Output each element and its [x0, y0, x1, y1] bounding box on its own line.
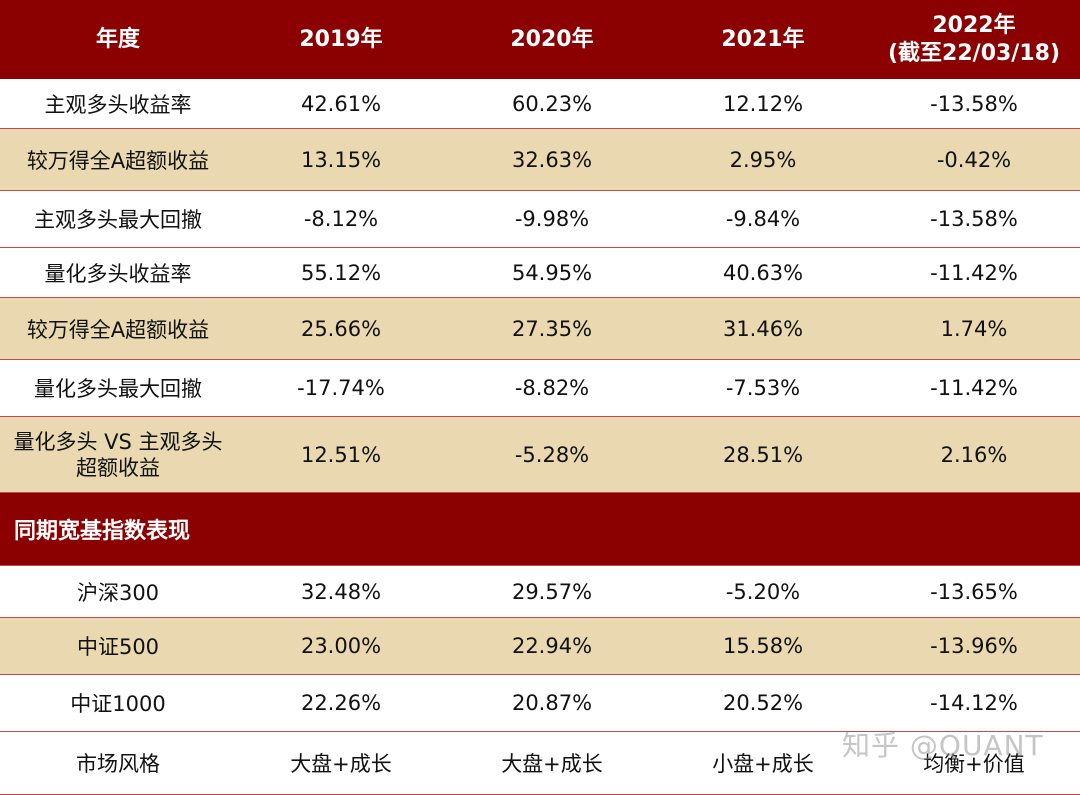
cell-2022: 1.74% [868, 297, 1080, 360]
cell-2021: 20.52% [658, 674, 868, 732]
table-row: 市场风格 大盘+成长 大盘+成长 小盘+成长 均衡+价值 [0, 731, 1080, 795]
header-2022-line1: 2022年 [932, 12, 1016, 38]
cell-2022: -0.42% [868, 128, 1080, 191]
cell-2021: 15.58% [658, 617, 868, 675]
cell-2019: 22.26% [236, 674, 446, 732]
row-label-line2: 超额收益 [76, 455, 160, 480]
cell-2020: -8.82% [446, 359, 658, 417]
section-title: 同期宽基指数表现 [0, 492, 1080, 566]
cell-2019: 23.00% [236, 617, 446, 675]
cell-2021: -5.20% [658, 565, 868, 618]
header-2022: 2022年 (截至22/03/18) [868, 0, 1080, 79]
cell-2019: 12.51% [236, 416, 446, 493]
table-row: 主观多头最大回撤 -8.12% -9.98% -9.84% -13.58% [0, 190, 1080, 248]
cell-2020: -5.28% [446, 416, 658, 493]
header-2021: 2021年 [658, 0, 868, 79]
cell-2020: 54.95% [446, 247, 658, 298]
cell-2020: 60.23% [446, 79, 658, 129]
row-label: 市场风格 [0, 731, 236, 795]
row-label-line1: 量化多头 VS 主观多头 [13, 429, 223, 454]
cell-2022: -11.42% [868, 247, 1080, 298]
cell-2022: -13.58% [868, 190, 1080, 248]
row-label: 量化多头收益率 [0, 247, 236, 298]
cell-2021: 40.63% [658, 247, 868, 298]
cell-2021: 31.46% [658, 297, 868, 360]
table-row: 中证1000 22.26% 20.87% 20.52% -14.12% [0, 674, 1080, 732]
header-2022-line2: (截至22/03/18) [887, 40, 1061, 66]
cell-2022: -13.58% [868, 79, 1080, 129]
cell-2020: 29.57% [446, 565, 658, 618]
cell-2020: -9.98% [446, 190, 658, 248]
header-row: 年度 2019年 2020年 2021年 2022年 (截至22/03/18) [0, 0, 1080, 79]
table-row: 主观多头收益率 42.61% 60.23% 12.12% -13.58% [0, 79, 1080, 129]
table-row: 较万得全A超额收益 25.66% 27.35% 31.46% 1.74% [0, 297, 1080, 360]
cell-2020: 27.35% [446, 297, 658, 360]
cell-2020: 32.63% [446, 128, 658, 191]
cell-2019: 32.48% [236, 565, 446, 618]
row-label: 中证500 [0, 617, 236, 675]
row-label: 中证1000 [0, 674, 236, 732]
cell-2021: -9.84% [658, 190, 868, 248]
cell-2019: 大盘+成长 [236, 731, 446, 795]
section-row: 同期宽基指数表现 [0, 492, 1080, 566]
cell-2022: -11.42% [868, 359, 1080, 417]
cell-2022: -14.12% [868, 674, 1080, 732]
cell-2022: -13.65% [868, 565, 1080, 618]
cell-2021: 小盘+成长 [658, 731, 868, 795]
cell-2021: 2.95% [658, 128, 868, 191]
cell-2019: 25.66% [236, 297, 446, 360]
row-label: 量化多头 VS 主观多头 超额收益 [0, 416, 236, 493]
cell-2021: -7.53% [658, 359, 868, 417]
cell-2021: 12.12% [658, 79, 868, 129]
table-row: 沪深300 32.48% 29.57% -5.20% -13.65% [0, 565, 1080, 618]
row-label: 主观多头收益率 [0, 79, 236, 129]
cell-2019: 13.15% [236, 128, 446, 191]
header-2019: 2019年 [236, 0, 446, 79]
row-label: 较万得全A超额收益 [0, 128, 236, 191]
row-label: 量化多头最大回撤 [0, 359, 236, 417]
row-label: 沪深300 [0, 565, 236, 618]
table-row: 量化多头最大回撤 -17.74% -8.82% -7.53% -11.42% [0, 359, 1080, 417]
table-row: 量化多头 VS 主观多头 超额收益 12.51% -5.28% 28.51% 2… [0, 416, 1080, 493]
cell-2019: -8.12% [236, 190, 446, 248]
table-row: 量化多头收益率 55.12% 54.95% 40.63% -11.42% [0, 247, 1080, 298]
table-row: 中证500 23.00% 22.94% 15.58% -13.96% [0, 617, 1080, 675]
cell-2022: 均衡+价值 [868, 731, 1080, 795]
row-label: 主观多头最大回撤 [0, 190, 236, 248]
cell-2019: 55.12% [236, 247, 446, 298]
cell-2019: -17.74% [236, 359, 446, 417]
row-label: 较万得全A超额收益 [0, 297, 236, 360]
cell-2022: 2.16% [868, 416, 1080, 493]
cell-2019: 42.61% [236, 79, 446, 129]
header-2020: 2020年 [446, 0, 658, 79]
cell-2021: 28.51% [658, 416, 868, 493]
cell-2020: 大盘+成长 [446, 731, 658, 795]
cell-2020: 22.94% [446, 617, 658, 675]
table-row: 较万得全A超额收益 13.15% 32.63% 2.95% -0.42% [0, 128, 1080, 191]
cell-2020: 20.87% [446, 674, 658, 732]
cell-2022: -13.96% [868, 617, 1080, 675]
header-year: 年度 [0, 0, 236, 79]
